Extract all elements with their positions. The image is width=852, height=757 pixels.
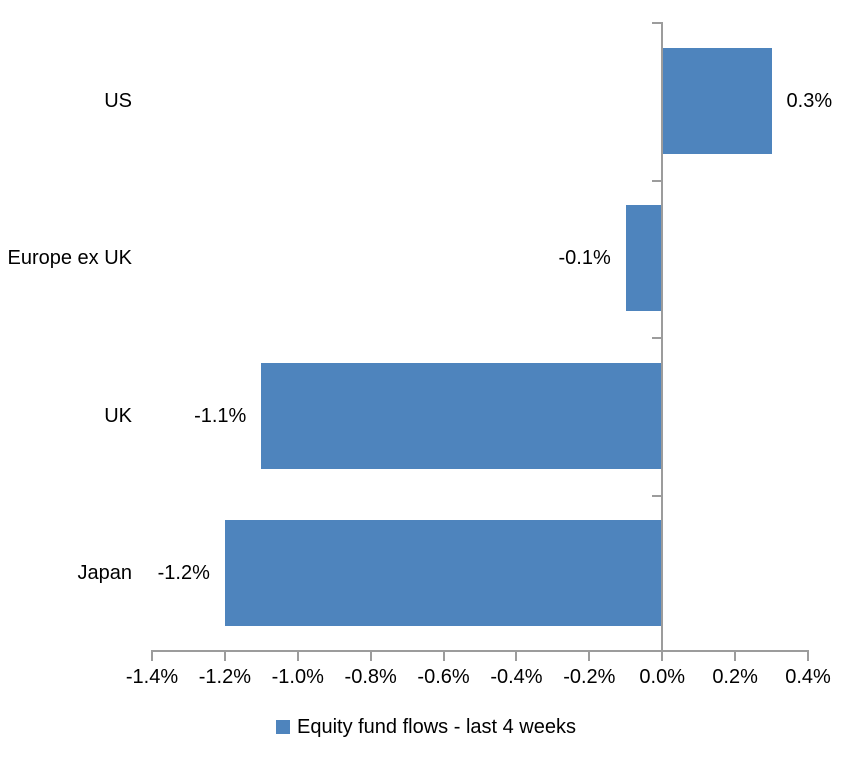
category-label: Japan [77, 562, 133, 585]
x-axis-tick [661, 650, 664, 661]
x-axis-tick [442, 650, 445, 661]
category-label: Europe ex UK [7, 247, 132, 270]
y-axis-tick [652, 22, 664, 24]
bar-us [662, 47, 772, 154]
legend-marker-swatch [275, 720, 290, 734]
x-axis-line [151, 650, 809, 652]
x-axis-tick-label: -1.0% [271, 666, 324, 688]
category-label: US [104, 89, 132, 112]
legend: Equity fund flows - last 4 weeks [0, 716, 852, 738]
x-axis-tick [369, 650, 372, 661]
y-axis-tick [652, 179, 664, 182]
x-axis-tick-label: -0.8% [344, 666, 397, 688]
x-axis-tick-label: -0.2% [563, 666, 616, 688]
legend-series-label: Equity fund flows - last 4 weeks [296, 716, 576, 738]
x-axis-tick-label: 0.4% [785, 666, 831, 688]
x-axis-tick-label: -0.4% [490, 666, 543, 688]
y-axis-tick [652, 494, 664, 497]
data-label: -1.2% [157, 562, 210, 585]
x-axis-tick-label: 0.2% [712, 666, 758, 688]
x-axis-tick [588, 650, 591, 661]
bar-uk [261, 362, 663, 469]
data-label: -1.1% [194, 404, 247, 427]
x-axis-tick [807, 650, 809, 661]
x-axis-tick-label: -1.2% [198, 666, 251, 688]
x-axis-tick-label: -0.6% [417, 666, 470, 688]
x-axis-tick [734, 650, 737, 661]
y-axis-tick [652, 337, 664, 339]
x-axis-tick-label: -1.4% [125, 666, 179, 688]
bar-europe-ex-uk [625, 205, 663, 312]
x-axis-tick [223, 650, 226, 661]
bar-japan [224, 520, 663, 627]
category-label: UK [104, 404, 132, 427]
x-axis-tick [151, 650, 153, 661]
data-label: 0.3% [786, 89, 833, 112]
data-label: -0.1% [558, 247, 611, 270]
x-axis-tick-label: 0.0% [639, 666, 686, 688]
x-axis-tick [515, 650, 518, 661]
x-axis-tick [296, 650, 299, 661]
